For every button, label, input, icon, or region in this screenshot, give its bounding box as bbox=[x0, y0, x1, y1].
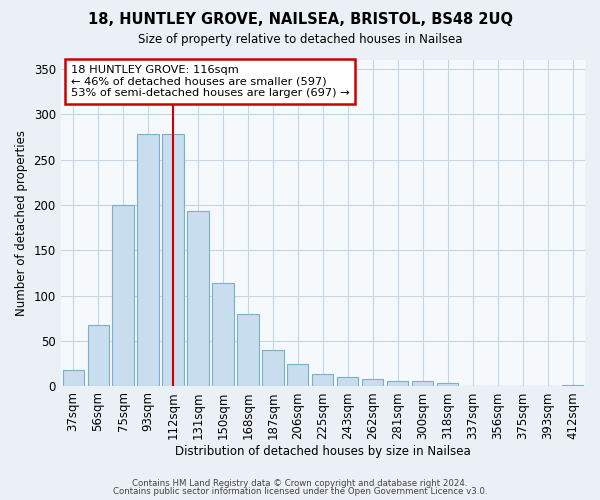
Bar bbox=[112, 205, 134, 386]
Bar bbox=[412, 381, 433, 386]
Y-axis label: Number of detached properties: Number of detached properties bbox=[15, 130, 28, 316]
Bar bbox=[337, 378, 358, 386]
Text: Size of property relative to detached houses in Nailsea: Size of property relative to detached ho… bbox=[138, 32, 462, 46]
Bar bbox=[187, 212, 209, 386]
Bar bbox=[437, 383, 458, 386]
Bar bbox=[562, 384, 583, 386]
Bar bbox=[62, 370, 84, 386]
Bar bbox=[287, 364, 308, 386]
Bar bbox=[312, 374, 334, 386]
X-axis label: Distribution of detached houses by size in Nailsea: Distribution of detached houses by size … bbox=[175, 444, 471, 458]
Bar bbox=[137, 134, 158, 386]
Bar bbox=[212, 283, 233, 387]
Text: 18 HUNTLEY GROVE: 116sqm
← 46% of detached houses are smaller (597)
53% of semi-: 18 HUNTLEY GROVE: 116sqm ← 46% of detach… bbox=[71, 65, 350, 98]
Bar bbox=[262, 350, 284, 387]
Text: Contains public sector information licensed under the Open Government Licence v3: Contains public sector information licen… bbox=[113, 487, 487, 496]
Bar bbox=[387, 381, 409, 386]
Text: Contains HM Land Registry data © Crown copyright and database right 2024.: Contains HM Land Registry data © Crown c… bbox=[132, 478, 468, 488]
Text: 18, HUNTLEY GROVE, NAILSEA, BRISTOL, BS48 2UQ: 18, HUNTLEY GROVE, NAILSEA, BRISTOL, BS4… bbox=[88, 12, 512, 28]
Bar bbox=[163, 134, 184, 386]
Bar bbox=[362, 379, 383, 386]
Bar bbox=[238, 314, 259, 386]
Bar bbox=[88, 325, 109, 386]
